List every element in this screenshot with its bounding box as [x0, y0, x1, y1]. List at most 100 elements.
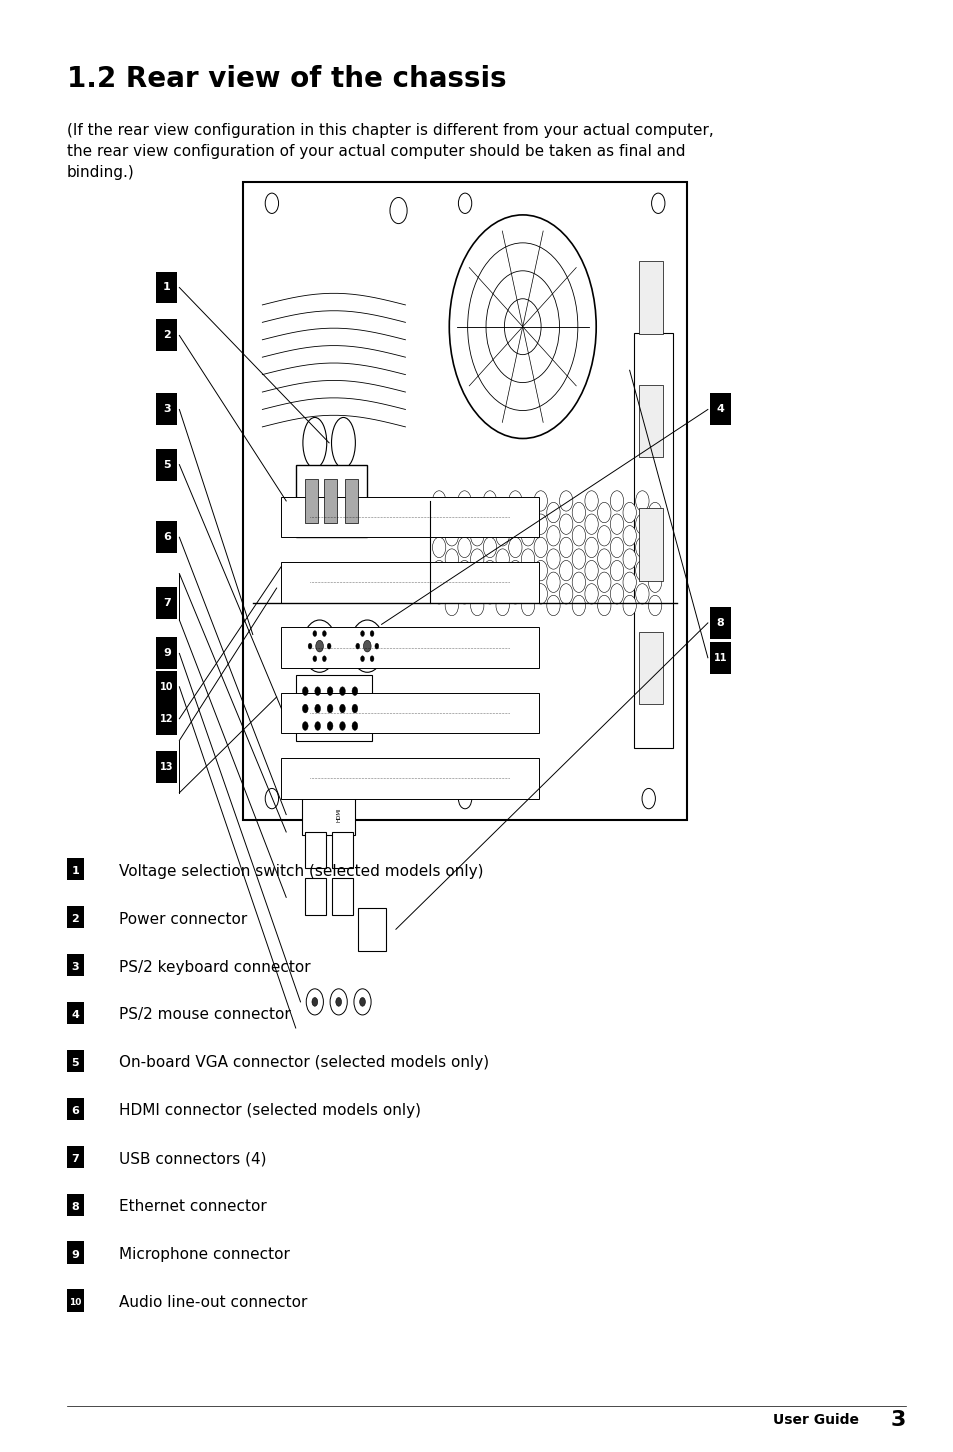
Circle shape: [534, 537, 547, 558]
Circle shape: [314, 704, 320, 713]
Circle shape: [521, 526, 535, 546]
Text: 1: 1: [71, 867, 79, 876]
Circle shape: [313, 656, 316, 662]
Text: 9: 9: [163, 649, 171, 658]
Circle shape: [635, 491, 648, 511]
Text: 3: 3: [163, 405, 171, 414]
Circle shape: [641, 788, 655, 809]
Bar: [156, 671, 177, 703]
Circle shape: [359, 998, 365, 1006]
Circle shape: [546, 502, 559, 523]
Circle shape: [339, 722, 345, 730]
Circle shape: [470, 595, 483, 616]
Text: 1.2 Rear view of the chassis: 1.2 Rear view of the chassis: [67, 65, 506, 93]
Bar: [281, 758, 538, 799]
Circle shape: [648, 572, 661, 592]
Bar: [709, 393, 730, 425]
Bar: [639, 632, 662, 704]
Bar: [639, 508, 662, 581]
Circle shape: [610, 514, 623, 534]
Text: 4: 4: [71, 1011, 79, 1019]
Circle shape: [584, 560, 598, 581]
Circle shape: [432, 514, 445, 534]
Text: 11: 11: [713, 653, 726, 662]
Circle shape: [483, 537, 497, 558]
Bar: [156, 703, 177, 735]
Bar: [156, 449, 177, 481]
Circle shape: [445, 526, 458, 546]
Bar: [67, 1289, 84, 1311]
Text: 13: 13: [160, 762, 173, 771]
Bar: [357, 908, 386, 951]
Circle shape: [534, 560, 547, 581]
Circle shape: [546, 526, 559, 546]
Bar: [67, 1146, 84, 1167]
Circle shape: [508, 514, 521, 534]
Bar: [305, 832, 326, 868]
Circle shape: [322, 656, 326, 662]
Circle shape: [648, 595, 661, 616]
Circle shape: [546, 549, 559, 569]
Text: On-board VGA connector (selected models only): On-board VGA connector (selected models …: [119, 1056, 489, 1070]
Circle shape: [572, 502, 585, 523]
Circle shape: [496, 526, 509, 546]
Text: 2: 2: [71, 915, 79, 923]
Circle shape: [521, 502, 535, 523]
Circle shape: [648, 526, 661, 546]
Bar: [67, 1194, 84, 1215]
Bar: [324, 479, 336, 523]
Bar: [639, 385, 662, 457]
Circle shape: [355, 643, 359, 649]
Circle shape: [327, 643, 331, 649]
Text: 7: 7: [163, 598, 171, 607]
Bar: [281, 627, 538, 668]
Circle shape: [483, 584, 497, 604]
Circle shape: [470, 526, 483, 546]
Text: 6: 6: [163, 533, 171, 542]
Circle shape: [622, 549, 636, 569]
Text: Power connector: Power connector: [119, 912, 247, 926]
Circle shape: [534, 584, 547, 604]
Text: HDMI: HDMI: [335, 807, 341, 822]
Circle shape: [350, 620, 384, 672]
Circle shape: [496, 549, 509, 569]
Circle shape: [335, 998, 341, 1006]
Text: 5: 5: [71, 1059, 79, 1067]
Circle shape: [470, 502, 483, 523]
Bar: [67, 1098, 84, 1119]
Circle shape: [521, 595, 535, 616]
Circle shape: [521, 549, 535, 569]
Bar: [639, 261, 662, 334]
Circle shape: [597, 549, 610, 569]
Text: PS/2 keyboard connector: PS/2 keyboard connector: [119, 960, 311, 974]
Bar: [634, 333, 672, 748]
Circle shape: [457, 584, 471, 604]
Circle shape: [445, 595, 458, 616]
Circle shape: [302, 620, 336, 672]
Circle shape: [508, 537, 521, 558]
Circle shape: [483, 560, 497, 581]
Circle shape: [302, 704, 308, 713]
Bar: [67, 1050, 84, 1072]
Bar: [332, 878, 353, 915]
Circle shape: [327, 704, 333, 713]
Bar: [281, 562, 538, 603]
Circle shape: [483, 514, 497, 534]
Circle shape: [312, 998, 317, 1006]
Circle shape: [449, 215, 596, 439]
Bar: [67, 906, 84, 928]
Circle shape: [610, 560, 623, 581]
Bar: [305, 479, 317, 523]
Circle shape: [635, 584, 648, 604]
Circle shape: [635, 560, 648, 581]
Circle shape: [635, 537, 648, 558]
Text: 4: 4: [716, 405, 723, 414]
Bar: [67, 954, 84, 976]
Circle shape: [308, 643, 312, 649]
Circle shape: [572, 549, 585, 569]
Circle shape: [370, 656, 374, 662]
Text: Voltage selection switch (selected models only): Voltage selection switch (selected model…: [119, 864, 483, 878]
Circle shape: [558, 560, 572, 581]
Circle shape: [521, 572, 535, 592]
Circle shape: [363, 640, 371, 652]
